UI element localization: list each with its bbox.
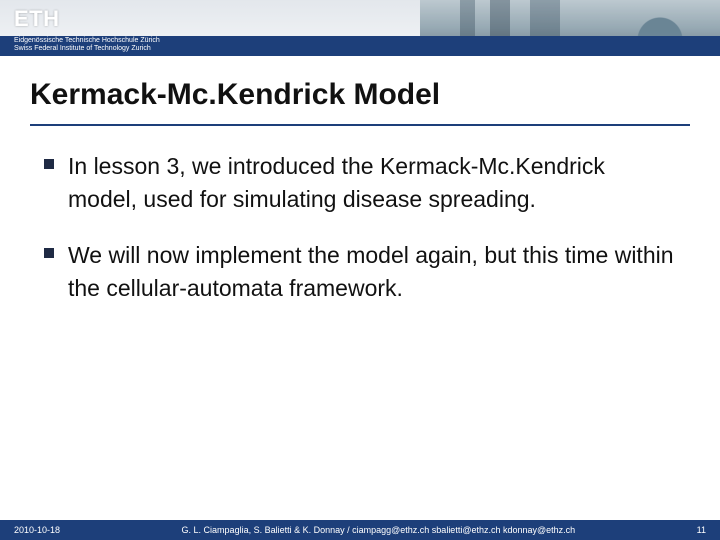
bullet-item: In lesson 3, we introduced the Kermack-M… bbox=[44, 150, 680, 215]
footer-page-number: 11 bbox=[697, 525, 706, 535]
bullet-text: In lesson 3, we introduced the Kermack-M… bbox=[68, 150, 680, 215]
institution-line2: Swiss Federal Institute of Technology Zu… bbox=[14, 45, 151, 52]
slide-title: Kermack-Mc.Kendrick Model bbox=[0, 56, 720, 120]
footer-credits: G. L. Ciampaglia, S. Balietti & K. Donna… bbox=[60, 525, 697, 535]
eth-logo: ETH bbox=[14, 6, 60, 32]
slide: ETH Eidgenössische Technische Hochschule… bbox=[0, 0, 720, 540]
institution-line1: Eidgenössische Technische Hochschule Zür… bbox=[14, 37, 160, 44]
bullet-square-icon bbox=[44, 248, 54, 258]
slide-body: In lesson 3, we introduced the Kermack-M… bbox=[0, 126, 720, 520]
footer-date: 2010-10-18 bbox=[14, 525, 60, 535]
bullet-square-icon bbox=[44, 159, 54, 169]
bullet-text: We will now implement the model again, b… bbox=[68, 239, 680, 304]
institution-name: Eidgenössische Technische Hochschule Zür… bbox=[14, 37, 160, 53]
bullet-item: We will now implement the model again, b… bbox=[44, 239, 680, 304]
header-banner: ETH Eidgenössische Technische Hochschule… bbox=[0, 0, 720, 56]
footer-bar: 2010-10-18 G. L. Ciampaglia, S. Balietti… bbox=[0, 520, 720, 540]
